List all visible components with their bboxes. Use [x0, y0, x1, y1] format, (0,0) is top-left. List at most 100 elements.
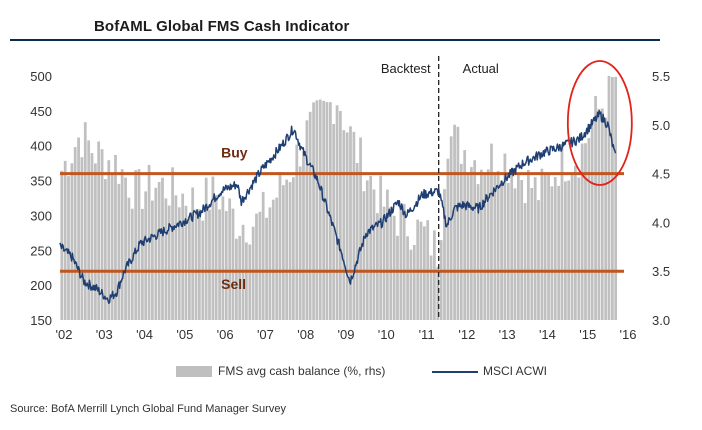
cash-bar: [282, 185, 285, 320]
cash-bar: [251, 226, 255, 320]
cash-bar: [104, 179, 107, 320]
cash-bar: [365, 180, 369, 320]
cash-bar: [117, 183, 121, 320]
cash-bar: [144, 191, 148, 320]
right-axis-tick-label: 3.5: [652, 264, 670, 279]
cash-bar: [211, 176, 215, 320]
cash-bar: [470, 167, 473, 320]
x-axis-tick-label: '09: [338, 327, 355, 342]
cash-bar: [490, 143, 493, 320]
left-axis-tick-label: 250: [30, 243, 52, 258]
cash-bar: [433, 230, 436, 320]
cash-bar: [560, 144, 564, 320]
cash-bar: [359, 137, 362, 320]
cash-bar: [543, 174, 547, 320]
cash-bar: [493, 173, 497, 320]
cash-bar: [496, 170, 500, 320]
cash-bar: [396, 235, 399, 320]
cash-bar: [453, 124, 456, 320]
cash-bar: [238, 235, 242, 320]
cash-bar: [147, 164, 151, 320]
cash-bar: [607, 76, 611, 320]
x-axis-tick-label: '10: [378, 327, 395, 342]
cash-bar: [302, 151, 305, 320]
x-axis-tick-label: '08: [297, 327, 314, 342]
cash-bar: [208, 209, 211, 320]
cash-bar: [288, 182, 292, 320]
right-axis-tick-label: 4.0: [652, 215, 670, 230]
x-axis-tick-label: '13: [499, 327, 516, 342]
legend-swatch-cash: [176, 366, 212, 377]
cash-bar: [570, 173, 574, 320]
cash-bar: [550, 186, 554, 320]
cash-bar: [94, 163, 97, 320]
cash-bar: [345, 132, 349, 320]
cash-bar: [107, 160, 111, 320]
cash-bar: [466, 175, 470, 320]
cash-bar: [406, 236, 409, 320]
backtest-label: Backtest: [381, 61, 431, 76]
cash-bar: [530, 188, 534, 320]
cash-bar: [174, 195, 178, 320]
x-axis-tick-label: '02: [56, 327, 73, 342]
cash-bar: [423, 226, 426, 320]
cash-bar: [268, 207, 272, 320]
cash-bar: [255, 213, 258, 320]
cash-bar: [114, 155, 117, 320]
cash-bar: [198, 209, 201, 320]
cash-bar: [335, 105, 339, 320]
cash-bar: [177, 207, 181, 320]
right-axis-tick-label: 4.5: [652, 167, 670, 182]
cash-bar: [372, 189, 376, 320]
cash-bar: [439, 240, 443, 320]
left-axis-tick-label: 450: [30, 104, 52, 119]
cash-bar: [63, 160, 67, 320]
cash-bar: [553, 177, 557, 320]
left-axis-tick-label: 300: [30, 208, 52, 223]
cash-bar: [329, 102, 332, 320]
cash-bar: [349, 126, 352, 320]
title-rule: [10, 39, 660, 41]
cash-bar: [305, 120, 309, 320]
cash-bar: [322, 100, 326, 321]
cash-bar: [87, 140, 91, 320]
cash-bar: [184, 205, 188, 320]
cash-bar: [459, 163, 463, 320]
source-note: Source: BofA Merrill Lynch Global Fund M…: [10, 403, 286, 415]
cash-bar: [339, 111, 342, 320]
cash-bar: [67, 176, 70, 320]
actual-label: Actual: [463, 61, 499, 76]
left-axis-tick-label: 150: [30, 313, 52, 328]
cash-bar: [402, 203, 406, 320]
cash-bar: [577, 177, 581, 320]
cash-bar: [362, 191, 366, 320]
cash-bar: [167, 205, 171, 320]
cash-bar: [520, 180, 524, 320]
cash-bar: [483, 174, 487, 320]
cash-bar: [228, 198, 232, 320]
cash-bar: [151, 200, 154, 320]
chart-title: BofAML Global FMS Cash Indicator: [94, 18, 350, 35]
cash-bar: [221, 196, 225, 320]
x-axis-tick-label: '03: [96, 327, 113, 342]
cash-bar: [90, 153, 94, 320]
cash-bar: [188, 216, 191, 320]
cash-bar: [533, 177, 537, 320]
cash-bar: [315, 100, 319, 320]
cash-bar: [292, 177, 295, 320]
x-axis-tick-label: '14: [539, 327, 556, 342]
cash-bar: [295, 144, 299, 320]
cash-bar: [611, 77, 614, 320]
x-axis-tick-label: '12: [458, 327, 475, 342]
cash-bar: [245, 242, 248, 320]
cash-bar: [164, 198, 168, 320]
cash-bar: [80, 157, 84, 320]
cash-bar: [355, 163, 359, 320]
cash-bar: [574, 165, 577, 320]
cash-bar: [248, 244, 252, 320]
cash-bar: [218, 209, 221, 320]
cash-bar: [332, 124, 336, 320]
cash-bar: [261, 191, 265, 320]
cash-bar: [463, 150, 467, 320]
cash-bar: [258, 211, 262, 320]
